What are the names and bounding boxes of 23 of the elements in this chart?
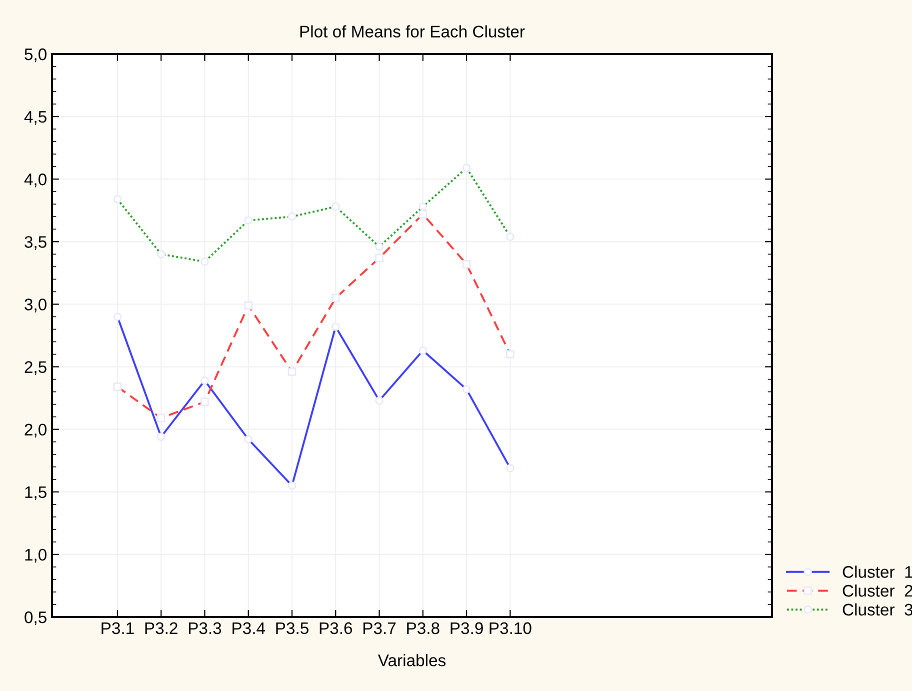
chart-title: Plot of Means for Each Cluster: [300, 25, 525, 38]
x-tick-label: P3.1: [102, 622, 134, 634]
y-tick-label: 4,5: [24, 111, 46, 125]
x-tick-label: P3.7: [364, 622, 396, 634]
x-tick-label: P3.4: [232, 622, 266, 634]
y-tick-label: 2,5: [24, 361, 46, 375]
x-tick-label: P3.6: [320, 622, 352, 634]
x-tick-label: P3.3: [188, 622, 222, 634]
y-tick-label: 0,5: [24, 611, 46, 626]
x-tick-label: P3.10: [490, 622, 532, 634]
y-tick-label: 1,5: [25, 486, 46, 500]
x-tick-label: P3.8: [407, 622, 440, 634]
y-tick-label: 4,0: [24, 174, 46, 188]
y-tick-label: 3,0: [24, 298, 46, 312]
x-tick-label: P3.5: [276, 622, 308, 634]
legend-label: Cluster 2: [842, 584, 912, 597]
y-tick-label: 2,0: [24, 424, 46, 438]
y-tick-label: 1,0: [25, 548, 46, 563]
x-axis-title: Variables: [378, 654, 446, 666]
x-tick-label: P3.2: [145, 622, 178, 634]
y-tick-label: 5,0: [24, 48, 46, 62]
y-tick-label: 3,5: [24, 236, 46, 250]
x-tick-label: P3.9: [450, 622, 483, 634]
